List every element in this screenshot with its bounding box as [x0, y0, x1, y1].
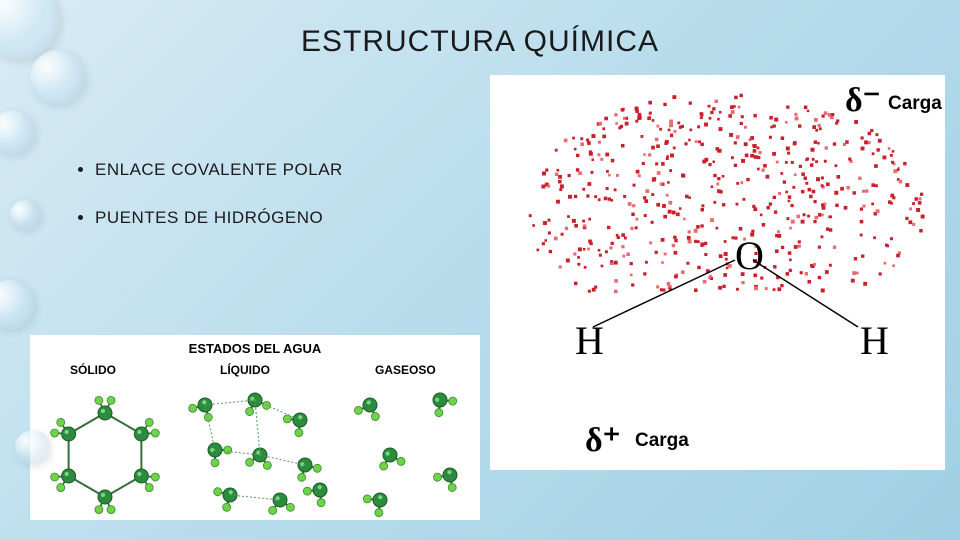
- page-title: ESTRUCTURA QUÍMICA: [301, 25, 659, 59]
- hydrogen1-label: H: [575, 317, 604, 364]
- oxygen-label: O: [735, 232, 764, 279]
- polar-svg: [490, 75, 945, 470]
- bullet-item: PUENTES DE HIDRÓGENO: [95, 208, 343, 228]
- states-diagram: ESTADOS DEL AGUA SÓLIDO LÍQUIDO GASEOSO: [30, 335, 480, 520]
- hydrogen2-label: H: [860, 317, 889, 364]
- bullet-item: ENLACE COVALENTE POLAR: [95, 160, 343, 180]
- water-droplet: [0, 110, 35, 155]
- water-droplet: [30, 50, 85, 105]
- delta-neg-label: δ⁻: [845, 80, 881, 120]
- polar-diagram: δ⁻ Carga O H H δ⁺ Carga: [490, 75, 945, 470]
- delta-pos-label: δ⁺: [585, 420, 621, 460]
- water-droplet: [15, 430, 50, 465]
- bullet-list: ENLACE COVALENTE POLAR PUENTES DE HIDRÓG…: [75, 160, 343, 256]
- water-droplet: [0, 280, 35, 330]
- carga-bot-label: Carga: [635, 430, 689, 452]
- states-svg: [30, 335, 480, 520]
- carga-top-label: Carga: [888, 93, 942, 115]
- water-droplet: [10, 200, 40, 230]
